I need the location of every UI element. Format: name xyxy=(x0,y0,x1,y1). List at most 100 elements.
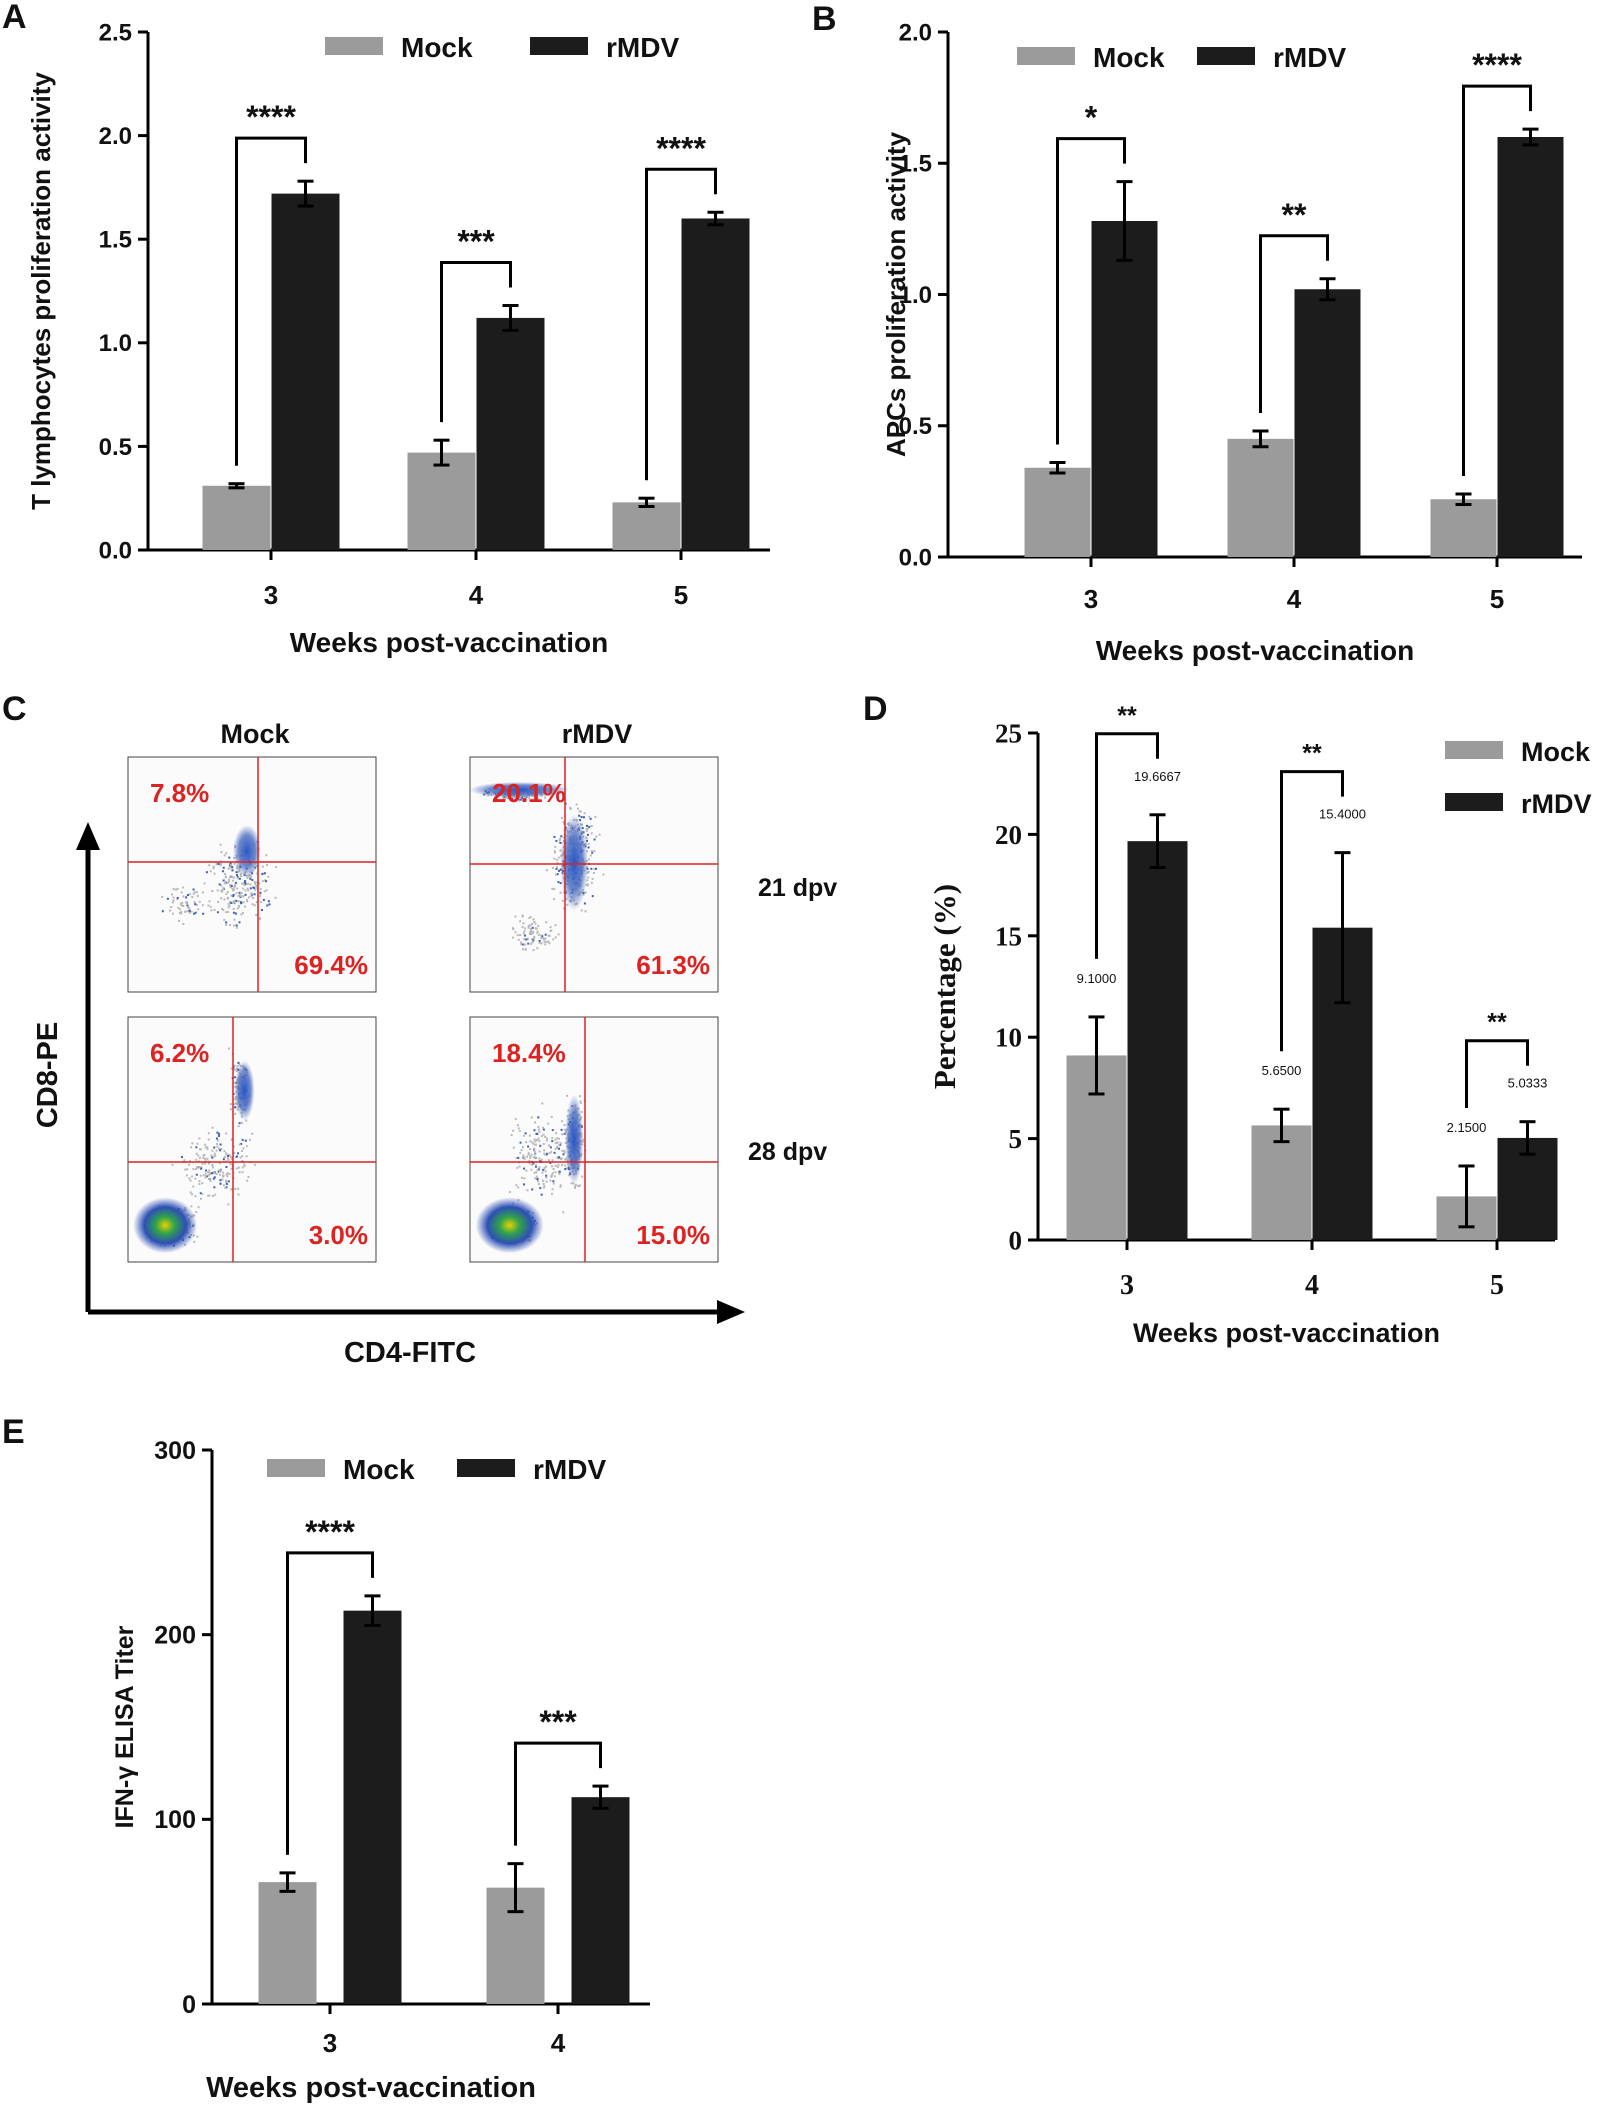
value-label: 5.6500 xyxy=(1262,1063,1302,1078)
quadrant-lower-right-percent: 15.0% xyxy=(636,1220,710,1250)
significance-stars: *** xyxy=(539,1704,577,1740)
y-tick-label: 2.5 xyxy=(99,19,132,46)
bar-mock-week-3 xyxy=(202,485,271,550)
chart-d: 0 5 10 15 20 25 3 9.1000 19.6667 ** 4 5.6500 15.4000… xyxy=(927,702,1592,1348)
y-tick-label: 0.0 xyxy=(899,544,932,571)
bar-mock-week-5 xyxy=(612,502,681,550)
significance-stars: * xyxy=(1085,100,1098,136)
bar-mock-week-4 xyxy=(407,452,476,550)
significance-bracket xyxy=(1280,770,1344,1052)
y-tick-label: 1.0 xyxy=(99,330,132,357)
bar-rmdv-week-3 xyxy=(271,193,340,550)
x-tick-label: 4 xyxy=(551,2028,566,2058)
density-core xyxy=(560,814,589,911)
density-core xyxy=(475,1197,544,1254)
y-tick-label: 2.0 xyxy=(99,123,132,150)
density-core xyxy=(233,825,262,877)
density-core xyxy=(234,1060,255,1121)
bar-rmdv-week-5 xyxy=(681,218,750,551)
flow-plot-3: 6.2% 3.0% xyxy=(127,1016,377,1263)
legend-label-rmdv: rMDV xyxy=(606,32,679,63)
x-tick-label: 3 xyxy=(264,580,278,610)
quadrant-lower-right-percent: 69.4% xyxy=(294,950,368,980)
legend-swatch-mock xyxy=(1017,47,1075,65)
y-tick-label: 0.5 xyxy=(899,413,932,440)
bar-rmdv-week-5 xyxy=(1497,137,1564,557)
bar-rmdv-week-3 xyxy=(1091,221,1158,557)
value-label: 19.6667 xyxy=(1134,769,1181,784)
bar-mock-week-4 xyxy=(1251,1125,1312,1240)
bar-mock-week-5 xyxy=(1430,499,1497,557)
legend-label-mock: Mock xyxy=(1093,42,1165,73)
y-tick-label: 2.0 xyxy=(899,19,932,46)
significance-bracket xyxy=(514,1741,602,1846)
x-tick-label: 5 xyxy=(1490,1270,1504,1301)
x-tick-label: 5 xyxy=(1490,584,1504,614)
y-tick-label: 5 xyxy=(1009,1124,1023,1154)
x-tick-label: 3 xyxy=(1084,584,1098,614)
x-tick-label: 4 xyxy=(1287,584,1302,614)
panel-letter-a: A xyxy=(2,0,27,36)
flow-cytometry-panel: CD8-PE CD4-FITC Mock rMDV 21 dpv 28 dpv … xyxy=(32,719,837,1369)
x-axis-title: Weeks post-vaccination xyxy=(1096,635,1414,666)
significance-stars: **** xyxy=(656,130,706,166)
quadrant-upper-left-percent: 7.8% xyxy=(150,778,209,808)
quadrant-lower-right-percent: 3.0% xyxy=(309,1220,368,1250)
bar-rmdv-week-3 xyxy=(1127,841,1188,1240)
y-tick-label: 0 xyxy=(1009,1225,1023,1255)
significance-stars: ** xyxy=(1117,702,1137,730)
cd8-arrowhead xyxy=(76,822,100,850)
significance-bracket xyxy=(1465,1039,1529,1108)
chart-a: 0.0 0.5 1.0 1.5 2.0 2.5 3 **** 4 *** 5 **** Weeks po… xyxy=(26,19,770,658)
density-core xyxy=(133,1197,198,1254)
x-tick-label: 4 xyxy=(469,580,484,610)
y-axis-title: IFN-γ ELISA Titer xyxy=(111,1625,139,1828)
quadrant-upper-left-percent: 18.4% xyxy=(492,1038,566,1068)
significance-bracket xyxy=(235,136,307,466)
y-tick-label: 1.5 xyxy=(899,151,932,178)
legend-label-rmdv: rMDV xyxy=(533,1454,606,1485)
chart-e: 0 100 200 300 3 **** 4 *** Weeks post-vaccinatio… xyxy=(111,1437,650,2104)
significance-bracket xyxy=(1056,137,1126,445)
significance-stars: *** xyxy=(457,224,495,260)
y-tick-label: 1.0 xyxy=(899,282,932,309)
flow-plot-2: 20.1% 61.3% xyxy=(469,756,719,993)
legend-swatch-rmdv xyxy=(457,1459,515,1477)
x-axis-title: Weeks post-vaccination xyxy=(206,2072,536,2104)
y-tick-label: 0.5 xyxy=(99,434,132,461)
x-axis-title: Weeks post-vaccination xyxy=(290,627,608,658)
quadrant-upper-left-percent: 20.1% xyxy=(492,778,566,808)
legend-label-rmdv: rMDV xyxy=(1521,789,1592,819)
x-axis-title: Weeks post-vaccination xyxy=(1133,1318,1440,1348)
x-tick-label: 4 xyxy=(1305,1270,1319,1301)
significance-stars: **** xyxy=(1472,47,1522,83)
y-tick-label: 100 xyxy=(154,1806,196,1834)
bar-mock-week-3 xyxy=(1024,467,1091,557)
value-label: 15.4000 xyxy=(1319,807,1366,822)
cd8-axis-label: CD8-PE xyxy=(32,1022,64,1128)
significance-bracket xyxy=(1259,234,1329,413)
bar-rmdv-week-4 xyxy=(476,317,545,550)
significance-bracket xyxy=(645,167,717,481)
cd4-arrowhead xyxy=(717,1300,745,1324)
bar-rmdv-week-3 xyxy=(343,1610,402,2004)
panel-letter-d: D xyxy=(863,690,888,728)
bar-rmdv-week-4 xyxy=(1294,289,1361,557)
legend-swatch-mock xyxy=(325,37,383,55)
flow-col-title-mock: Mock xyxy=(220,719,290,749)
legend-swatch-rmdv xyxy=(1197,47,1255,65)
y-tick-label: 200 xyxy=(154,1621,196,1649)
legend-label-rmdv: rMDV xyxy=(1273,42,1346,73)
quadrant-lower-right-percent: 61.3% xyxy=(636,950,710,980)
significance-stars: ** xyxy=(1302,740,1322,768)
quadrant-upper-left-percent: 6.2% xyxy=(150,1038,209,1068)
x-tick-label: 5 xyxy=(674,580,688,610)
significance-stars: **** xyxy=(305,1514,355,1550)
y-tick-label: 15 xyxy=(995,921,1022,951)
panel-letter-e: E xyxy=(2,1413,25,1451)
significance-bracket xyxy=(286,1551,374,1855)
x-tick-label: 3 xyxy=(1120,1270,1134,1301)
density-core xyxy=(469,781,570,798)
y-tick-label: 300 xyxy=(154,1437,196,1465)
